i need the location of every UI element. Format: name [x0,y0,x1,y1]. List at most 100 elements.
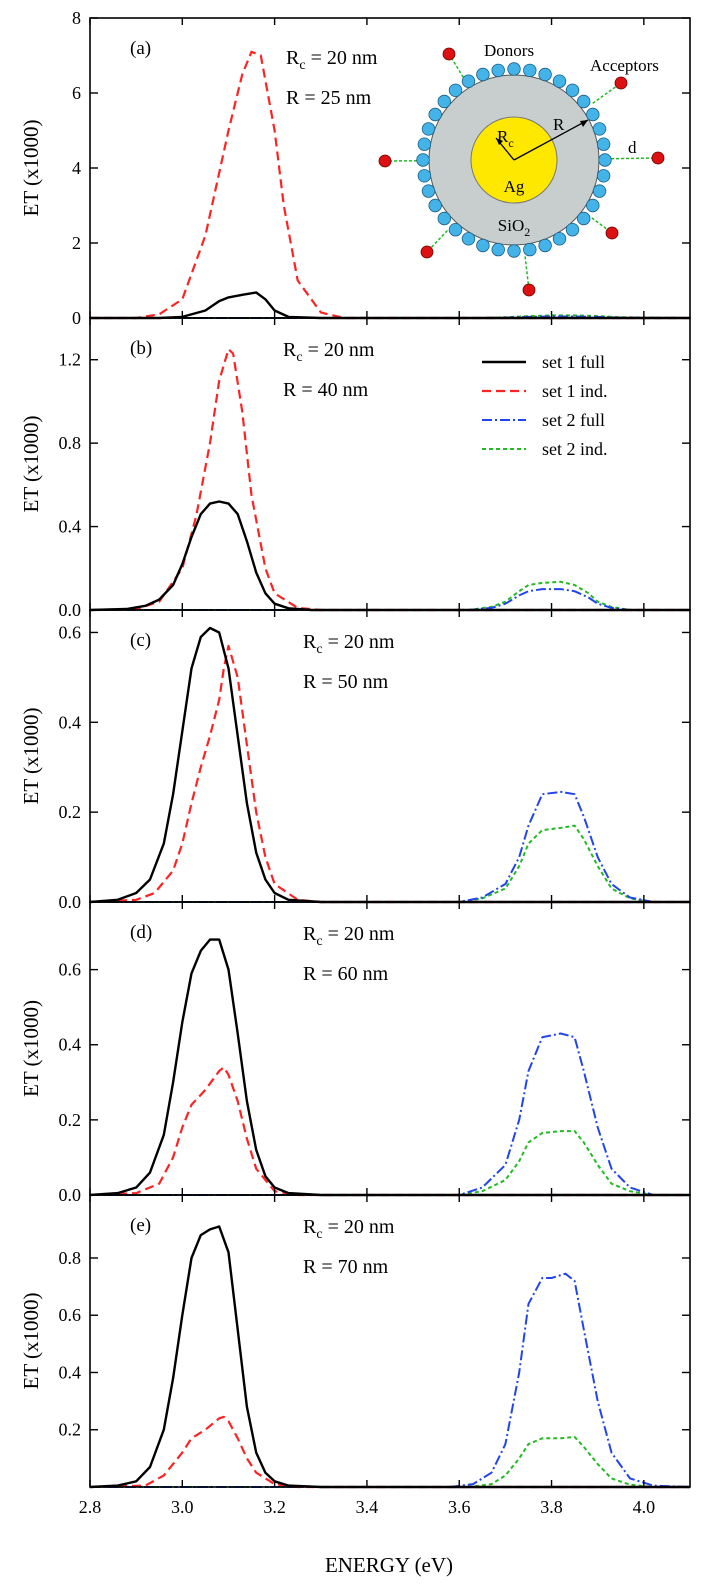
y-tick-label: 0.6 [59,960,82,980]
acceptor-dots [378,47,665,297]
donor-dot [538,67,552,82]
series-s1f [89,938,690,1197]
annotation-shell-radius: R = 25 nm [286,87,372,109]
distance-label: d [628,138,637,157]
donor-dot [476,238,490,253]
y-tick-label: 0.4 [59,1362,82,1382]
series-s2i [90,1435,690,1488]
x-axis-title: ENERGY (eV) [325,1553,453,1577]
series-s2f [90,1032,690,1196]
donor-dot [421,184,436,198]
donor-dot [538,238,552,253]
series-s2i [90,1130,690,1196]
series-s2i [90,580,690,611]
donor-dot [523,242,537,257]
x-tick-label: 3.6 [448,1497,471,1517]
panel-d: 0.0 0.2 0.4 0.6 ET (x1000) (d) Rc = 20 nm R = 6… [19,901,691,1205]
annotation-core-radius: Rc = 20 nm [303,631,395,657]
series-s2i [90,824,690,903]
annotation-core-radius: Rc = 20 nm [283,339,375,365]
donor-dot [437,211,452,226]
shell-radius-arrow [513,119,589,161]
donor-dot [461,74,476,88]
series-s2f [90,790,690,903]
donor-dot [596,169,611,183]
y-tick-label: 0.6 [59,622,82,642]
y-tick-label: 6 [72,83,81,103]
legend-label-set2-ind: set 2 ind. [542,439,608,459]
donor-dot [592,184,607,198]
donor-dot [592,122,607,136]
panel-c: 0.0 0.2 0.4 0.6 ET (x1000) (c) Rc = 20 nm R = 5… [19,609,691,912]
donor-dot [523,63,537,78]
y-tick-label: 0.0 [59,600,82,620]
acceptor-dot [651,151,665,165]
legend-label-set2-full: set 2 full [542,410,605,430]
series-s1i [90,50,690,320]
donor-dot [586,198,600,213]
donor-dot [448,222,463,237]
acceptor-dot [442,47,456,61]
donor-dot [491,63,505,78]
panel-label: (e) [130,1215,151,1236]
x-tick-label: 3.0 [171,1497,194,1517]
panel-label: (a) [130,38,151,59]
y-tick-label: 0.2 [59,1110,82,1130]
donor-dot [507,244,521,258]
acceptor-link [610,157,659,160]
y-tick-label: 0.6 [59,1305,82,1325]
panel-e: 0.2 0.4 0.6 0.8 2.8 3.0 3.2 3.4 3.6 3.8 4.0 ET (x10… [19,1194,691,1517]
donor-dot [461,232,476,246]
panel-label: (d) [130,922,152,943]
panel-a: 0 2 4 6 8 ET (x1000) (a) Rc = 20 nm R = 25 nm [19,8,691,328]
y-tick-label: 8 [72,8,81,28]
donor-dot [416,153,430,167]
y-tick-label: 0.2 [59,1420,82,1440]
donor-dot [577,211,591,226]
acceptor-dot [522,283,536,297]
y-axis-title: ET (x1000) [19,415,43,512]
annotation-core-radius: Rc = 20 nm [286,47,378,73]
acceptor-link [592,82,622,104]
acceptors-label: Acceptors [590,56,659,75]
panels: 0 2 4 6 8 ET (x1000) (a) Rc = 20 nm R = 25 nm 0.0… [19,8,691,1517]
donor-dot [417,169,432,183]
annotation-shell-radius: R = 50 nm [303,671,389,693]
donor-dot [437,94,452,109]
y-axis-title: ET (x1000) [19,707,43,804]
y-tick-label: 4 [72,158,81,178]
panel-label: (c) [130,630,151,651]
y-axis-title: ET (x1000) [19,1000,43,1097]
panel-b: 0.0 0.4 0.8 1.2 ET (x1000) (b) Rc = 20 nm R = 4… [19,317,691,620]
donor-ring [416,62,612,258]
acceptor-dot [378,154,392,168]
y-axis-title: ET (x1000) [19,119,43,216]
x-tick-label: 3.8 [540,1497,563,1517]
y-tick-label: 0.4 [59,517,82,537]
core-radius-arrowhead [496,138,503,145]
donor-dot [596,137,611,151]
x-tick-label: 4.0 [633,1497,656,1517]
donor-dot [491,242,505,257]
y-axis-title: ET (x1000) [19,1292,43,1389]
acceptor-dot [420,245,434,259]
legend-label-set1-ind: set 1 ind. [542,381,608,401]
core-radius-label: Rc [497,127,514,150]
series-s1i [89,348,690,612]
series-s1i [89,1415,690,1489]
plot-frame [89,1194,691,1488]
y-tick-label: 0.4 [59,712,82,732]
series-s2f [90,1272,691,1488]
donor-dot [552,232,567,246]
y-tick-label: 0.0 [59,892,82,912]
series-s1f [89,626,690,904]
y-tick-label: 0.4 [59,1035,82,1055]
acceptor-dot [614,76,628,90]
annotation-shell-radius: R = 70 nm [303,1256,389,1278]
y-tick-label: 0 [72,308,81,328]
legend: set 1 full set 1 ind. set 2 full set 2 i… [482,352,608,459]
shell-material-label: SiO2 [498,216,530,239]
y-tick-label: 0.2 [59,802,82,822]
y-tick-label: 0.8 [59,433,82,453]
